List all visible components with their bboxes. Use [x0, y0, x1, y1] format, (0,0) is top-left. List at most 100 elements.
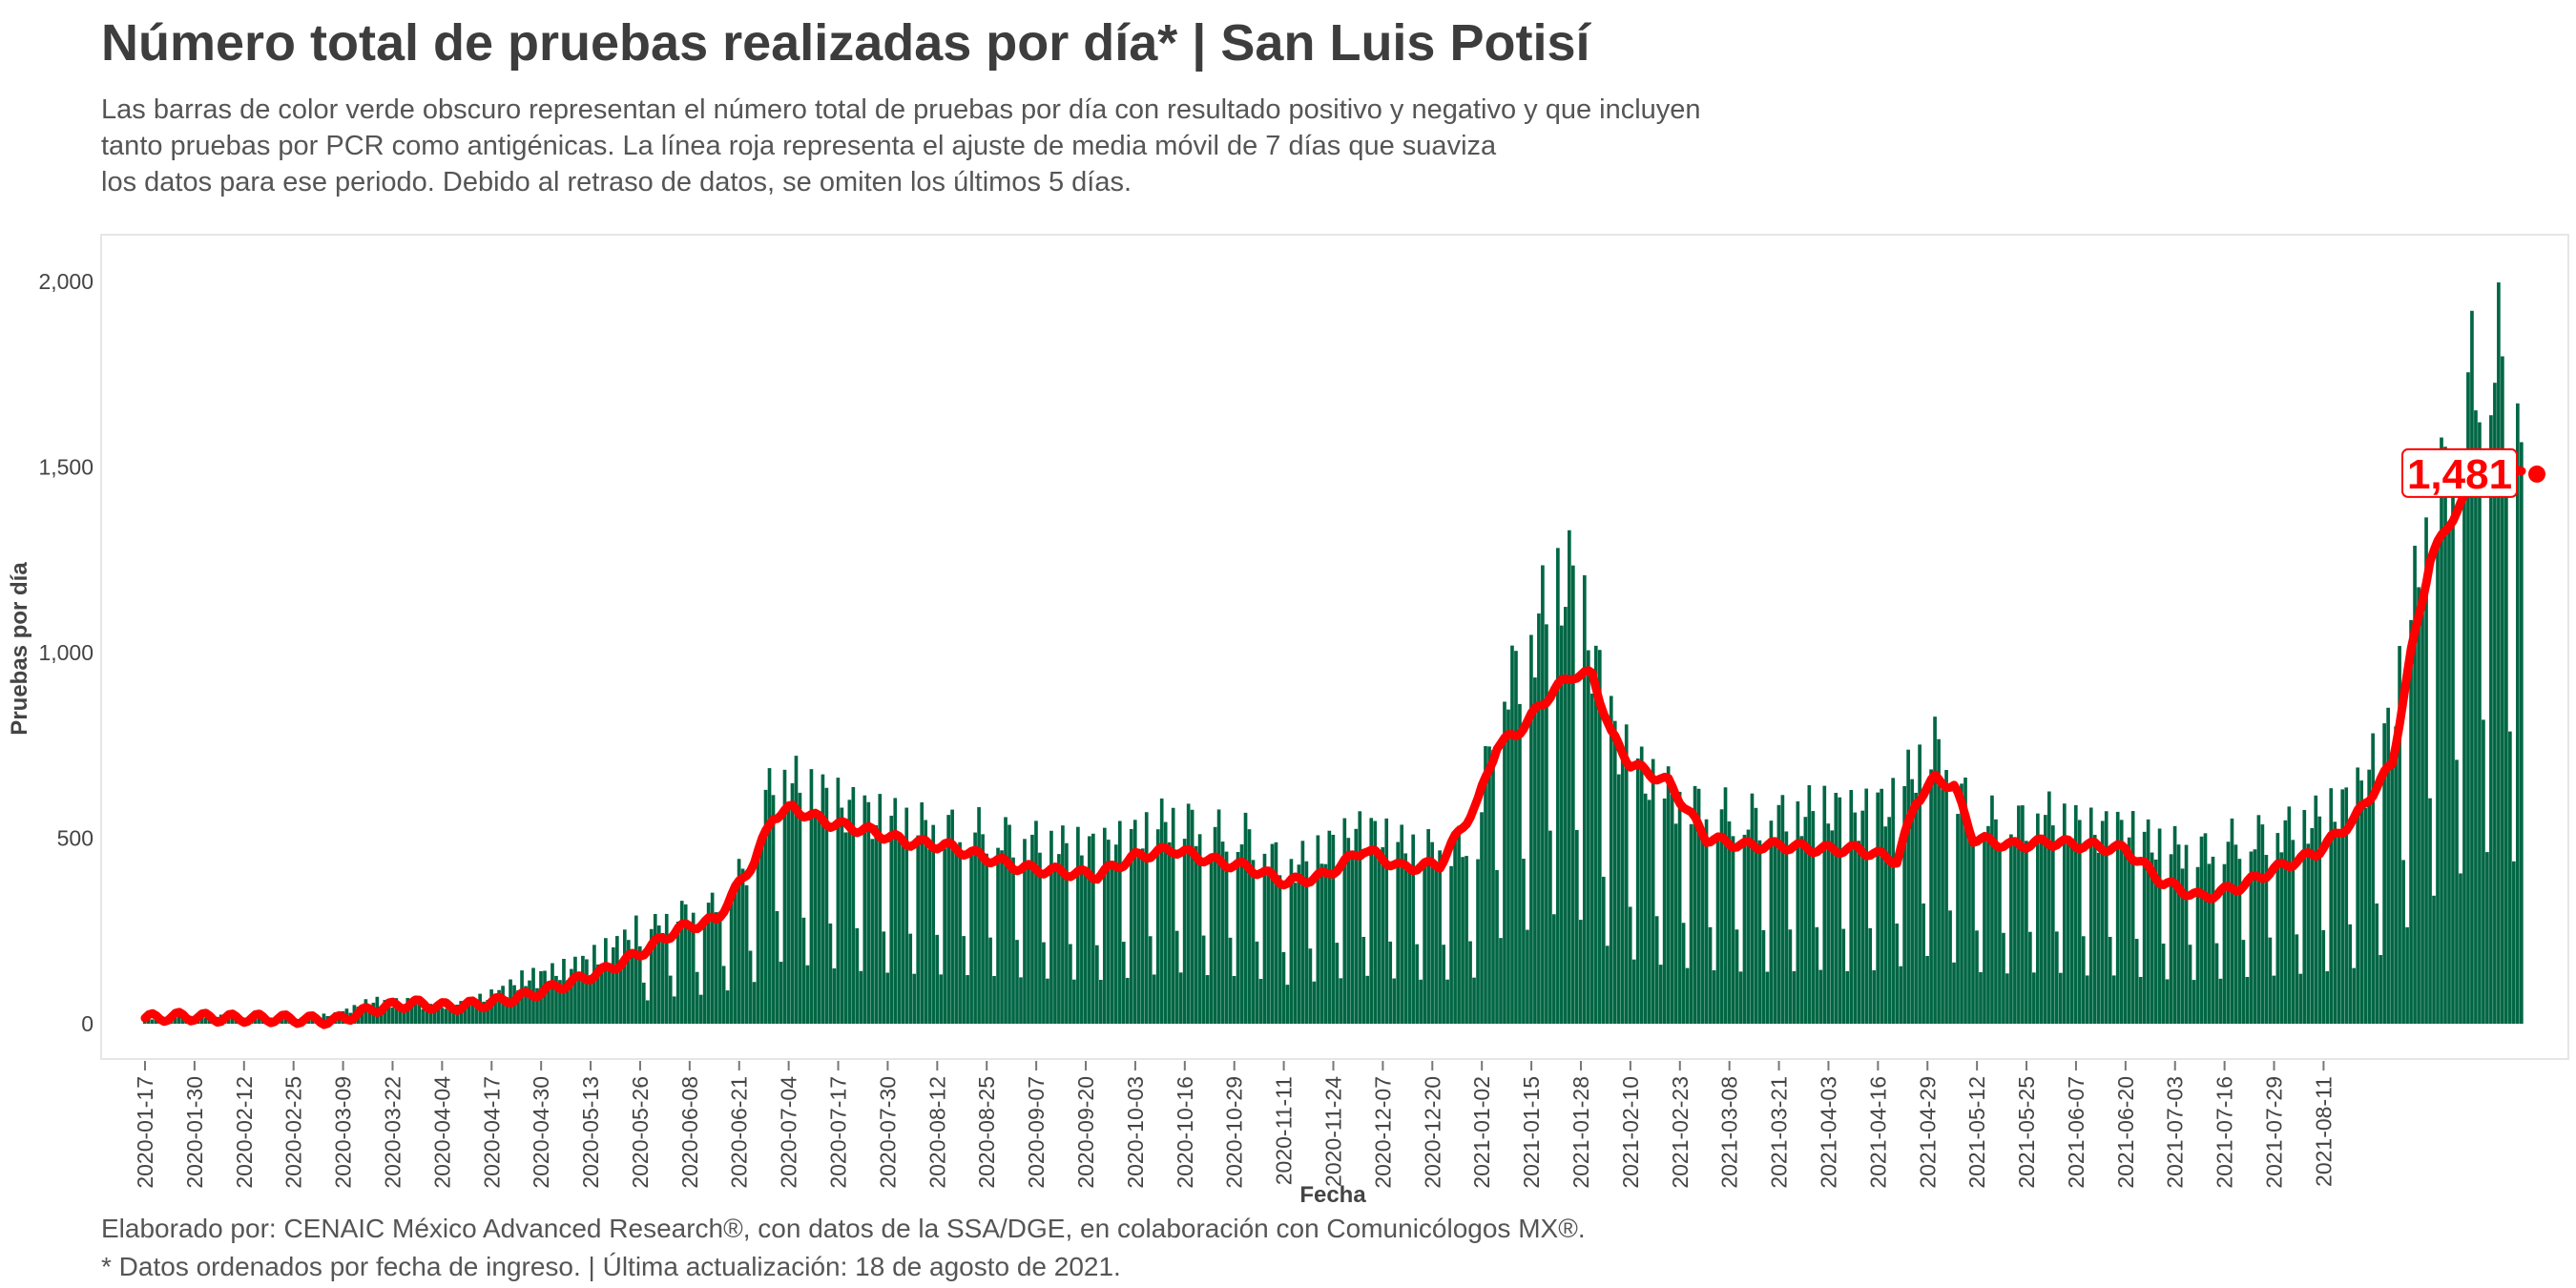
- bar: [577, 980, 581, 1024]
- bar: [253, 1018, 258, 1024]
- bar: [1042, 942, 1046, 1024]
- last-point-label: 1,481: [2407, 451, 2512, 498]
- bar: [1350, 858, 1355, 1024]
- bar: [1182, 839, 1187, 1024]
- bar: [1228, 937, 1233, 1024]
- bar: [1776, 804, 1781, 1024]
- bar: [486, 1000, 489, 1024]
- bar: [1826, 823, 1831, 1024]
- bar: [493, 1000, 497, 1024]
- bar: [1000, 850, 1004, 1024]
- x-tick-label: 2021-04-03: [1816, 1076, 1840, 1189]
- bar: [687, 923, 692, 1024]
- bar: [2398, 646, 2401, 1024]
- bar: [436, 1002, 441, 1024]
- bar: [1442, 945, 1445, 1024]
- bar: [1853, 812, 1858, 1024]
- bar: [2390, 753, 2394, 1024]
- x-tick-label: 2020-12-20: [1420, 1076, 1444, 1189]
- bar: [409, 1007, 414, 1024]
- bar: [173, 1017, 177, 1024]
- bar: [1838, 797, 1842, 1024]
- bar: [470, 1000, 474, 1024]
- bar: [1255, 941, 1259, 1024]
- x-tick-label: 2020-10-03: [1123, 1076, 1148, 1189]
- bar: [992, 976, 996, 1024]
- x-tick-label: 2020-06-08: [677, 1076, 702, 1189]
- bar: [1746, 829, 1751, 1024]
- bar: [1983, 841, 1986, 1024]
- bar: [1742, 834, 1747, 1024]
- bar: [790, 782, 795, 1024]
- bar: [630, 955, 634, 1024]
- x-tick-label: 2020-07-30: [875, 1076, 900, 1189]
- bar: [1423, 859, 1426, 1024]
- chart-title: Número total de pruebas realizadas por d…: [101, 14, 1590, 72]
- bar: [1011, 857, 1015, 1024]
- bar: [2040, 841, 2044, 1024]
- bar: [798, 792, 802, 1024]
- bar: [463, 1008, 467, 1024]
- x-tick-label: 2020-08-12: [924, 1076, 949, 1189]
- bar: [1643, 793, 1648, 1024]
- bar: [1407, 864, 1412, 1024]
- bar: [2333, 821, 2337, 1024]
- bar: [2520, 442, 2524, 1024]
- x-tick-label: 2021-01-15: [1519, 1076, 1544, 1189]
- bar: [360, 1008, 364, 1024]
- bar: [1914, 792, 1918, 1024]
- bar: [1129, 829, 1133, 1024]
- bar: [1589, 693, 1594, 1024]
- bar: [1948, 910, 1952, 1024]
- bar: [763, 789, 768, 1024]
- bar: [1392, 978, 1397, 1024]
- bar: [1209, 853, 1214, 1024]
- x-tick-label: 2020-08-25: [974, 1076, 999, 1189]
- bar: [1034, 821, 1038, 1024]
- bar: [2493, 383, 2497, 1024]
- bar: [1484, 746, 1487, 1024]
- bar: [1361, 936, 1366, 1024]
- bar: [2466, 372, 2470, 1024]
- bar: [882, 931, 886, 1024]
- bar: [467, 998, 470, 1024]
- bar: [1628, 906, 1632, 1024]
- bar: [904, 807, 909, 1024]
- bar: [1910, 779, 1914, 1024]
- bar: [1738, 971, 1743, 1024]
- bar: [1084, 866, 1088, 1024]
- bar: [451, 1009, 456, 1024]
- bar: [1941, 789, 1944, 1024]
- bar: [1213, 826, 1217, 1024]
- bar: [1061, 825, 1065, 1024]
- bar: [322, 1013, 326, 1024]
- bar: [1750, 793, 1755, 1024]
- bar: [1857, 841, 1861, 1024]
- bar: [1278, 875, 1282, 1024]
- bar: [664, 913, 669, 1024]
- bar: [447, 1003, 452, 1024]
- bar: [1038, 852, 1042, 1024]
- bar: [1300, 841, 1305, 1024]
- bar: [2054, 931, 2059, 1024]
- bar: [1144, 812, 1149, 1024]
- bar: [1396, 841, 1401, 1024]
- bar: [2077, 820, 2082, 1024]
- bar: [2405, 926, 2409, 1024]
- bar: [725, 990, 730, 1024]
- bar: [2108, 936, 2112, 1024]
- bar: [2245, 976, 2250, 1024]
- bar: [2317, 816, 2322, 1024]
- bar: [2172, 825, 2177, 1024]
- bar: [1476, 859, 1480, 1024]
- bar: [394, 998, 399, 1024]
- bar: [744, 884, 749, 1024]
- bar: [1960, 783, 1963, 1024]
- bar: [1769, 821, 1774, 1024]
- bar: [626, 940, 631, 1024]
- bar: [612, 946, 615, 1024]
- bar: [912, 973, 917, 1024]
- bar: [1788, 929, 1793, 1024]
- bar: [1560, 625, 1564, 1024]
- bar: [1121, 942, 1126, 1024]
